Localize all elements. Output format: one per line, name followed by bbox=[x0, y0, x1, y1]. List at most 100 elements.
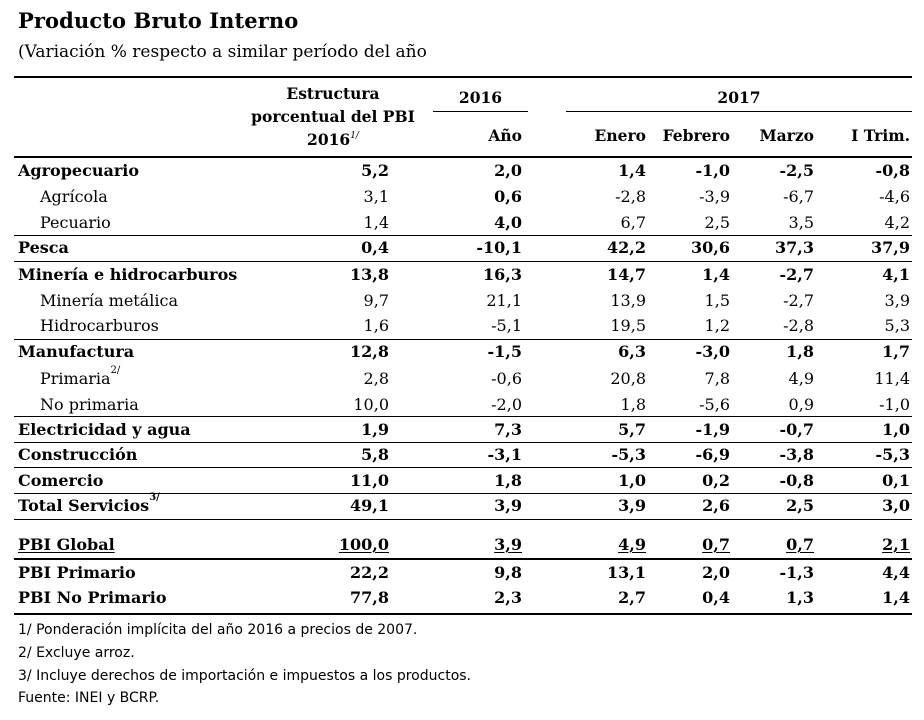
cell-2016: 3,9 bbox=[494, 496, 522, 515]
cell-febrero: 2,0 bbox=[702, 563, 730, 582]
table-row-manufactura: Manufactura 12,8 -1,5 6,3 -3,0 1,8 1,7 bbox=[0, 339, 924, 365]
cell-2016: -0,6 bbox=[491, 369, 522, 388]
row-label: Pesca bbox=[18, 238, 69, 257]
cell-marzo: 2,5 bbox=[786, 496, 814, 515]
row-label: Minería e hidrocarburos bbox=[18, 265, 238, 284]
cell-enero: 4,9 bbox=[618, 535, 646, 554]
row-label-wrap: Total Servicios3/ bbox=[18, 492, 160, 515]
row-label: Construcción bbox=[18, 445, 138, 464]
header-estructura-line2: porcentual del PBI bbox=[251, 107, 415, 126]
row-rule bbox=[14, 261, 912, 262]
cell-estructura: 77,8 bbox=[350, 588, 389, 607]
table-row-agropecuario: Agropecuario 5,2 2,0 1,4 -1,0 -2,5 -0,8 bbox=[0, 158, 924, 184]
cell-febrero: 0,4 bbox=[702, 588, 730, 607]
cell-marzo: -0,8 bbox=[779, 471, 814, 490]
cell-enero: 14,7 bbox=[607, 265, 646, 284]
cell-marzo: -2,7 bbox=[779, 265, 814, 284]
cell-itrim: 1,7 bbox=[882, 342, 910, 361]
cell-febrero: 7,8 bbox=[704, 369, 730, 388]
cell-estructura: 3,1 bbox=[363, 187, 389, 206]
row-label: Total Servicios bbox=[18, 496, 150, 515]
row-label-wrap: Primaria2/ bbox=[40, 365, 120, 388]
cell-marzo: -2,7 bbox=[783, 291, 814, 310]
cell-enero: 1,8 bbox=[620, 395, 646, 414]
cell-itrim: 2,1 bbox=[882, 535, 910, 554]
table-row-agricola: Agrícola 3,1 0,6 -2,8 -3,9 -6,7 -4,6 bbox=[0, 184, 924, 210]
cell-estructura: 2,8 bbox=[363, 369, 389, 388]
cell-febrero: 0,7 bbox=[702, 535, 730, 554]
row-label: Pecuario bbox=[40, 213, 111, 232]
cell-enero: 13,9 bbox=[610, 291, 646, 310]
row-note: 2/ bbox=[110, 365, 121, 376]
cell-febrero: 2,6 bbox=[702, 496, 730, 515]
header-col-ano: Año bbox=[488, 126, 522, 145]
cell-itrim: -0,8 bbox=[875, 161, 910, 180]
row-rule bbox=[14, 558, 912, 560]
cell-itrim: 3,9 bbox=[884, 291, 910, 310]
cell-estructura: 1,9 bbox=[361, 420, 389, 439]
cell-2016: -1,5 bbox=[487, 342, 522, 361]
header-col-febrero: Febrero bbox=[662, 126, 730, 145]
cell-enero: 6,7 bbox=[620, 213, 646, 232]
row-rule bbox=[14, 519, 912, 520]
cell-itrim: 4,4 bbox=[882, 563, 910, 582]
header-year-2016: 2016 bbox=[458, 88, 503, 107]
cell-itrim: 5,3 bbox=[884, 316, 910, 335]
cell-enero: 3,9 bbox=[618, 496, 646, 515]
cell-estructura: 100,0 bbox=[338, 535, 389, 554]
cell-2016: 3,9 bbox=[494, 535, 522, 554]
cell-febrero: -6,9 bbox=[695, 445, 730, 464]
table-row-mineria-metalica: Minería metálica 9,7 21,1 13,9 1,5 -2,7 … bbox=[0, 288, 924, 314]
row-label: Comercio bbox=[18, 471, 104, 490]
cell-marzo: -2,8 bbox=[783, 316, 814, 335]
row-label: Electricidad y agua bbox=[18, 420, 191, 439]
table-row-hidrocarburos: Hidrocarburos 1,6 -5,1 19,5 1,2 -2,8 5,3 bbox=[0, 313, 924, 339]
cell-itrim: -1,0 bbox=[879, 395, 910, 414]
row-label: No primaria bbox=[40, 395, 139, 414]
cell-2016: -3,1 bbox=[487, 445, 522, 464]
row-note: 3/ bbox=[149, 492, 160, 503]
footnote-source: Fuente: INEI y BCRP. bbox=[18, 690, 160, 706]
cell-estructura: 1,6 bbox=[363, 316, 389, 335]
cell-febrero: -3,9 bbox=[699, 187, 730, 206]
row-rule bbox=[14, 442, 912, 443]
cell-marzo: 0,7 bbox=[786, 535, 814, 554]
cell-2016: 1,8 bbox=[494, 471, 522, 490]
cell-2016: -2,0 bbox=[491, 395, 522, 414]
cell-itrim: 3,0 bbox=[882, 496, 910, 515]
header-col-itrim: I Trim. bbox=[851, 126, 910, 145]
table-row-construccion: Construcción 5,8 -3,1 -5,3 -6,9 -3,8 -5,… bbox=[0, 442, 924, 468]
cell-febrero: 30,6 bbox=[691, 238, 730, 257]
cell-marzo: -0,7 bbox=[779, 420, 814, 439]
cell-estructura: 49,1 bbox=[350, 496, 389, 515]
row-rule bbox=[14, 235, 912, 236]
cell-marzo: -2,5 bbox=[779, 161, 814, 180]
row-label: Agrícola bbox=[40, 187, 108, 206]
cell-2016: 2,0 bbox=[494, 161, 522, 180]
cell-2016: 21,1 bbox=[486, 291, 522, 310]
footnote-3: 3/ Incluye derechos de importación e imp… bbox=[18, 668, 471, 684]
cell-itrim: 1,4 bbox=[882, 588, 910, 607]
cell-febrero: 0,2 bbox=[702, 471, 730, 490]
cell-estructura: 12,8 bbox=[350, 342, 389, 361]
table-row-electricidad: Electricidad y agua 1,9 7,3 5,7 -1,9 -0,… bbox=[0, 417, 924, 443]
cell-itrim: 0,1 bbox=[882, 471, 910, 490]
cell-2016: 16,3 bbox=[483, 265, 522, 284]
table-row-pbi-primario: PBI Primario 22,2 9,8 13,1 2,0 -1,3 4,4 bbox=[0, 560, 924, 586]
cell-itrim: 11,4 bbox=[874, 369, 910, 388]
header-estructura-line3: 20161/ bbox=[250, 128, 416, 151]
header-bottom-rule bbox=[14, 156, 912, 158]
header-estructura-line1: Estructura bbox=[286, 84, 380, 103]
cell-estructura: 22,2 bbox=[350, 563, 389, 582]
cell-febrero: 1,5 bbox=[704, 291, 730, 310]
cell-itrim: 37,9 bbox=[871, 238, 910, 257]
cell-enero: 5,7 bbox=[618, 420, 646, 439]
cell-febrero: 1,2 bbox=[704, 316, 730, 335]
cell-estructura: 5,2 bbox=[361, 161, 389, 180]
year-2017-rule bbox=[566, 111, 912, 112]
header-estructura: Estructura porcentual del PBI 20161/ bbox=[250, 82, 416, 151]
table-bottom-rule bbox=[14, 613, 912, 615]
table-row-total-servicios: Total Servicios3/ 49,1 3,9 3,9 2,6 2,5 3… bbox=[0, 492, 924, 519]
cell-estructura: 11,0 bbox=[350, 471, 389, 490]
cell-itrim: 4,2 bbox=[884, 213, 910, 232]
